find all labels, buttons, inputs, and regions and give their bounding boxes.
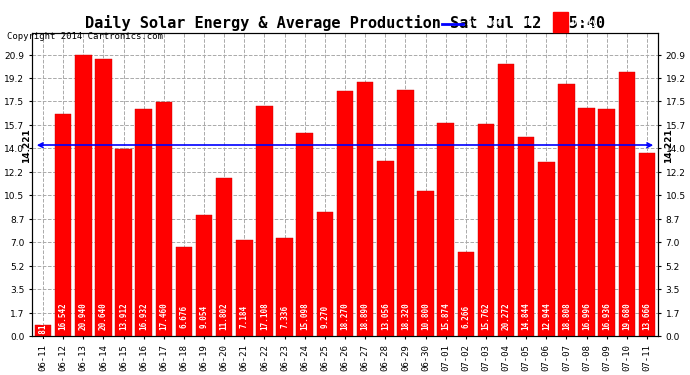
Text: 18.890: 18.890 (361, 302, 370, 330)
Bar (55, 114, 71, 336)
Text: 17.460: 17.460 (159, 302, 168, 330)
Bar (477, 124, 494, 336)
Title: Daily Solar Energy & Average Production Sat Jul 12  05:40: Daily Solar Energy & Average Production … (85, 15, 605, 32)
Bar (337, 91, 353, 336)
Bar (619, 72, 635, 336)
Bar (457, 252, 474, 336)
Text: Average  (kWh): Average (kWh) (467, 18, 538, 27)
Bar (397, 90, 413, 336)
Text: 20.640: 20.640 (99, 302, 108, 330)
Bar (135, 109, 152, 336)
Text: 9.270: 9.270 (320, 304, 329, 328)
Bar (297, 134, 313, 336)
Bar (95, 59, 112, 336)
Text: 13.912: 13.912 (119, 302, 128, 330)
Text: 10.800: 10.800 (421, 302, 430, 330)
Text: 14.844: 14.844 (522, 302, 531, 330)
Text: 18.808: 18.808 (562, 302, 571, 330)
Text: 7.184: 7.184 (240, 304, 249, 328)
Text: 14.221: 14.221 (664, 128, 673, 163)
Bar (277, 238, 293, 336)
Bar (34, 326, 51, 336)
Bar (518, 137, 535, 336)
Text: 13.666: 13.666 (642, 302, 651, 330)
Bar (75, 55, 92, 336)
Text: 16.932: 16.932 (139, 302, 148, 330)
Text: 9.054: 9.054 (199, 304, 208, 328)
Bar (538, 162, 555, 336)
Text: 17.108: 17.108 (260, 302, 269, 330)
Text: 18.320: 18.320 (401, 302, 410, 330)
Text: 7.336: 7.336 (280, 304, 289, 328)
Bar (176, 247, 193, 336)
Text: 6.266: 6.266 (462, 304, 471, 328)
Text: 20.272: 20.272 (502, 302, 511, 330)
Bar (497, 64, 514, 336)
Text: 6.676: 6.676 (179, 304, 188, 328)
Bar (377, 161, 393, 336)
Text: 13.056: 13.056 (381, 302, 390, 330)
Bar (437, 123, 454, 336)
Text: 15.098: 15.098 (300, 302, 309, 330)
Text: 15.874: 15.874 (441, 302, 450, 330)
Text: 19.680: 19.680 (622, 302, 631, 330)
Bar (155, 102, 172, 336)
Text: 11.802: 11.802 (219, 302, 228, 330)
Bar (236, 240, 253, 336)
Bar (256, 106, 273, 336)
Bar (115, 149, 132, 336)
Text: 16.996: 16.996 (582, 302, 591, 330)
Text: 20.940: 20.940 (79, 302, 88, 330)
Text: 16.542: 16.542 (59, 302, 68, 330)
Text: 12.944: 12.944 (542, 302, 551, 330)
Bar (553, 12, 568, 32)
Text: 18.270: 18.270 (340, 302, 350, 330)
Text: Copyright 2014 Cartronics.com: Copyright 2014 Cartronics.com (7, 32, 163, 41)
Bar (417, 191, 434, 336)
Text: Daily  (kWh): Daily (kWh) (572, 18, 632, 27)
Bar (196, 214, 213, 336)
Text: 16.936: 16.936 (602, 302, 611, 330)
Text: 0.814: 0.814 (39, 319, 48, 342)
Bar (598, 109, 615, 336)
Bar (317, 212, 333, 336)
Bar (578, 108, 595, 336)
Bar (639, 153, 656, 336)
Bar (357, 82, 373, 336)
Bar (558, 84, 575, 336)
Text: 15.762: 15.762 (482, 302, 491, 330)
Bar (216, 178, 233, 336)
Text: 14.221: 14.221 (22, 128, 31, 163)
